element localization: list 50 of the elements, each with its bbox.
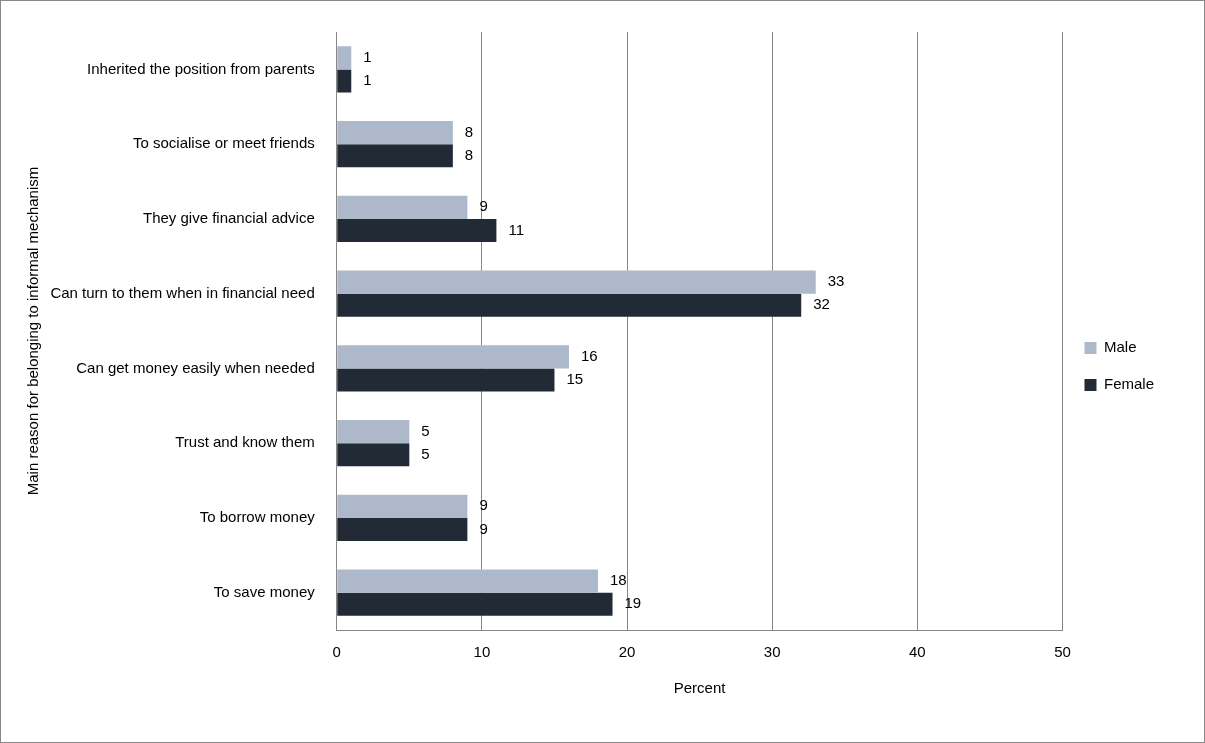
bar xyxy=(337,368,555,392)
bar xyxy=(337,69,352,93)
data-label: 19 xyxy=(624,594,642,612)
y-tick-label: Inherited the position from parents xyxy=(87,59,315,77)
data-label: 33 xyxy=(827,272,845,290)
x-tick-label: 0 xyxy=(332,643,341,661)
bar xyxy=(337,218,497,243)
data-label: 1 xyxy=(363,71,372,89)
bar xyxy=(337,494,468,518)
x-axis-title: Percent xyxy=(673,679,727,697)
bar xyxy=(337,345,569,369)
data-label: 9 xyxy=(479,197,488,215)
bar xyxy=(337,592,613,616)
x-tick-label: 50 xyxy=(1054,643,1071,661)
data-label: 16 xyxy=(580,346,598,364)
legend-label: Female xyxy=(1103,375,1155,393)
bar xyxy=(337,144,453,168)
bar xyxy=(337,195,468,219)
bar xyxy=(337,569,599,593)
data-label: 5 xyxy=(421,444,430,462)
y-tick-label: To socialise or meet friends xyxy=(133,134,315,152)
y-tick-label: To borrow money xyxy=(199,508,316,526)
y-tick-label: Can turn to them when in financial need xyxy=(50,283,315,301)
data-label: 18 xyxy=(610,571,627,589)
data-label: 1 xyxy=(363,47,372,65)
legend-label: Male xyxy=(1103,338,1137,356)
bar xyxy=(337,120,453,145)
y-tick-label: Trust and know them xyxy=(175,433,315,451)
bar xyxy=(337,419,410,444)
data-label: 11 xyxy=(508,220,524,238)
y-tick-label: They give financial advice xyxy=(142,209,315,227)
x-tick-label: 30 xyxy=(763,643,781,661)
bar xyxy=(337,517,468,542)
data-label: 8 xyxy=(464,122,474,140)
data-label: 5 xyxy=(421,421,430,439)
data-label: 9 xyxy=(479,519,488,537)
data-label: 8 xyxy=(464,145,474,163)
data-label: 9 xyxy=(479,496,488,514)
x-tick-label: 40 xyxy=(908,643,926,661)
y-axis-title: Main reason for belonging to informal mechanism xyxy=(24,166,42,496)
bar xyxy=(337,270,816,294)
x-tick-label: 10 xyxy=(473,643,491,661)
y-tick-label: To save money xyxy=(213,582,316,600)
bar xyxy=(337,293,802,317)
bar xyxy=(337,443,410,467)
x-tick-label: 20 xyxy=(618,643,636,661)
bar xyxy=(337,46,352,70)
data-label: 15 xyxy=(566,370,584,388)
data-label: 32 xyxy=(813,295,830,313)
y-tick-label: Can get money easily when needed xyxy=(76,358,315,376)
